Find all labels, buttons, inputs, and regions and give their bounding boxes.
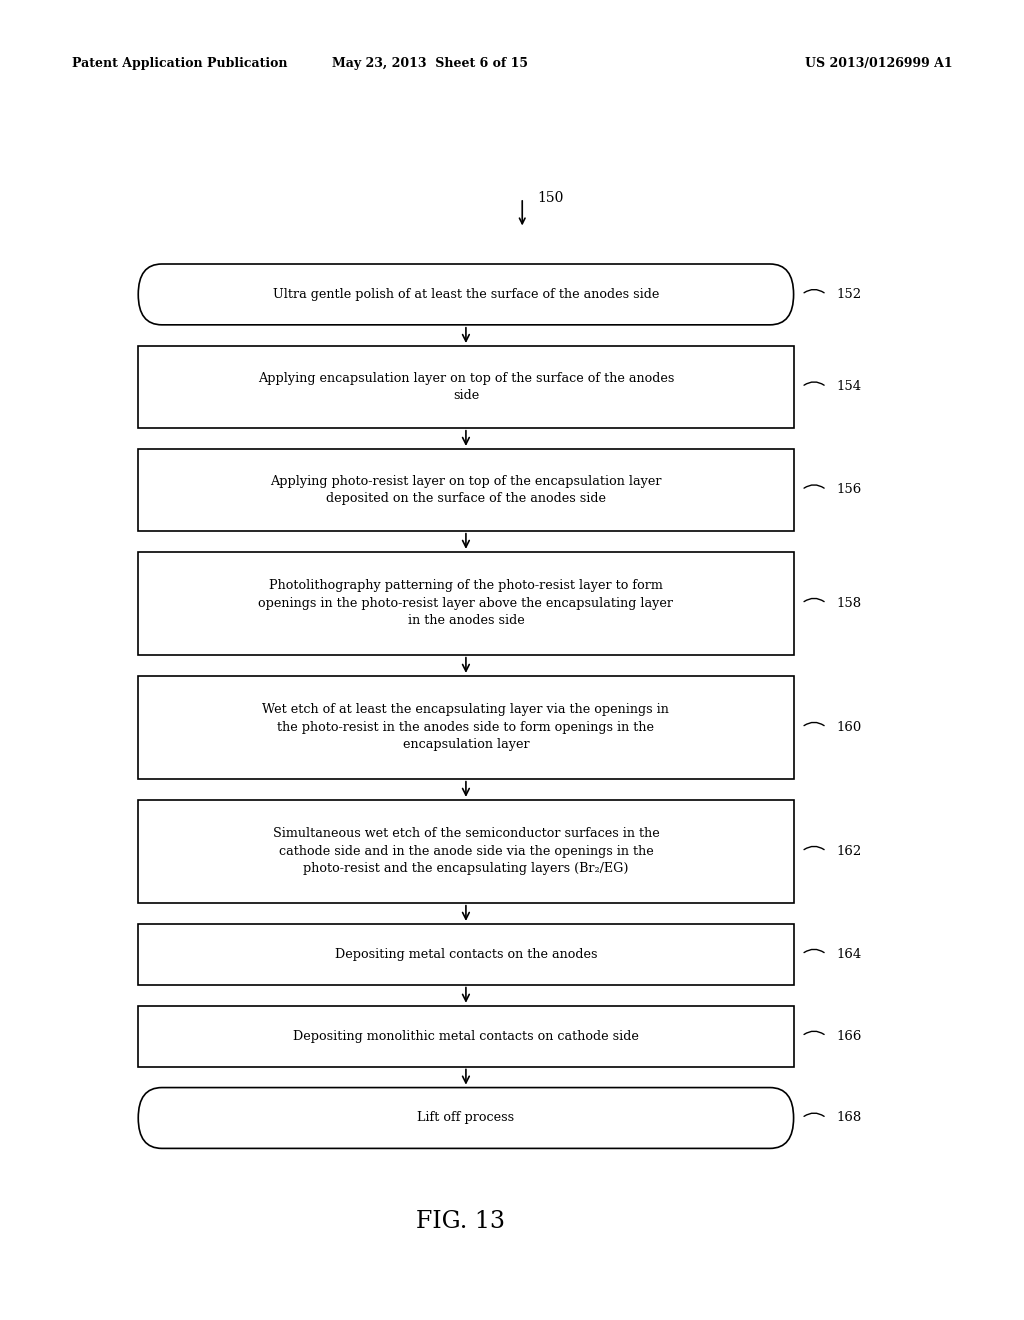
Text: US 2013/0126999 A1: US 2013/0126999 A1: [805, 57, 952, 70]
Text: Patent Application Publication: Patent Application Publication: [72, 57, 287, 70]
Text: 166: 166: [837, 1030, 862, 1043]
Text: Simultaneous wet etch of the semiconductor surfaces in the
cathode side and in t: Simultaneous wet etch of the semiconduct…: [272, 828, 659, 875]
Text: Ultra gentle polish of at least the surface of the anodes side: Ultra gentle polish of at least the surf…: [272, 288, 659, 301]
Text: 168: 168: [837, 1111, 862, 1125]
Bar: [138, 800, 794, 903]
Bar: [138, 1006, 794, 1067]
Text: 152: 152: [837, 288, 862, 301]
Text: Depositing metal contacts on the anodes: Depositing metal contacts on the anodes: [335, 948, 597, 961]
Text: 164: 164: [837, 948, 862, 961]
Text: May 23, 2013  Sheet 6 of 15: May 23, 2013 Sheet 6 of 15: [332, 57, 528, 70]
Text: Photolithography patterning of the photo-resist layer to form
openings in the ph: Photolithography patterning of the photo…: [258, 579, 674, 627]
Text: 150: 150: [538, 190, 564, 205]
FancyBboxPatch shape: [138, 264, 794, 325]
Bar: [138, 346, 794, 428]
Text: 160: 160: [837, 721, 862, 734]
Bar: [138, 552, 794, 655]
Bar: [138, 924, 794, 985]
Bar: [138, 449, 794, 531]
Text: 154: 154: [837, 380, 862, 393]
Text: Applying encapsulation layer on top of the surface of the anodes
side: Applying encapsulation layer on top of t…: [258, 372, 674, 403]
Text: 158: 158: [837, 597, 862, 610]
Text: 156: 156: [837, 483, 862, 496]
Text: 162: 162: [837, 845, 862, 858]
Text: Lift off process: Lift off process: [418, 1111, 514, 1125]
Text: FIG. 13: FIG. 13: [417, 1209, 505, 1233]
Text: Wet etch of at least the encapsulating layer via the openings in
the photo-resis: Wet etch of at least the encapsulating l…: [262, 704, 670, 751]
Text: Depositing monolithic metal contacts on cathode side: Depositing monolithic metal contacts on …: [293, 1030, 639, 1043]
Text: Applying photo-resist layer on top of the encapsulation layer
deposited on the s: Applying photo-resist layer on top of th…: [270, 474, 662, 506]
FancyBboxPatch shape: [138, 1088, 794, 1148]
Bar: [138, 676, 794, 779]
